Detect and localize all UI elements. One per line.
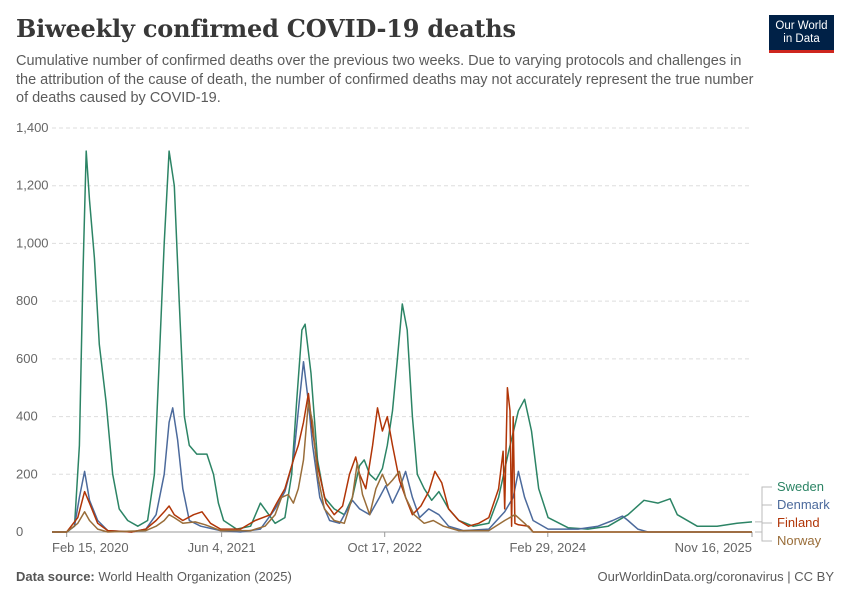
data-source: Data source: World Health Organization (… (16, 569, 292, 584)
logo-line-2: in Data (783, 32, 820, 45)
legend-connector (755, 504, 772, 533)
legend-label-norway[interactable]: Norway (777, 533, 822, 548)
y-tick-label: 200 (16, 466, 38, 481)
series-line-denmark[interactable] (52, 360, 752, 533)
legend: Sweden Denmark Finland Norway (755, 479, 830, 548)
y-tick-label: 1,400 (16, 120, 49, 135)
y-axis-ticks: 0 200 400 600 800 1,000 1,200 1,400 (16, 120, 49, 539)
legend-connector (755, 522, 772, 533)
logo-line-1: Our World (775, 20, 828, 32)
legend-label-finland[interactable]: Finland (777, 515, 820, 530)
owid-logo[interactable]: Our World in Data (769, 15, 834, 53)
legend-label-denmark[interactable]: Denmark (777, 497, 830, 512)
legend-connector (755, 486, 772, 523)
series-line-sweden[interactable] (52, 150, 753, 533)
grid-lines (52, 127, 752, 533)
y-tick-label: 1,000 (16, 235, 49, 250)
series-line-finland[interactable] (52, 386, 752, 533)
y-tick-label: 1,200 (16, 178, 49, 193)
y-tick-label: 0 (16, 524, 23, 539)
chart-title: Biweekly confirmed COVID-19 deaths (16, 14, 516, 43)
legend-label-sweden[interactable]: Sweden (777, 479, 824, 494)
y-tick-label: 800 (16, 293, 38, 308)
series-line-norway[interactable] (52, 401, 752, 533)
x-axis: Feb 15, 2020 Jun 4, 2021 Oct 17, 2022 Feb 2… (52, 532, 753, 555)
y-tick-label: 400 (16, 409, 38, 424)
chart-subtitle: Cumulative number of confirmed deaths ov… (16, 53, 754, 106)
x-tick-label: Jun 4, 2021 (188, 540, 256, 555)
footer-credit[interactable]: OurWorldinData.org/coronavirus | CC BY (597, 569, 834, 584)
x-tick-label: Feb 15, 2020 (52, 540, 129, 555)
x-tick-label: Feb 29, 2024 (509, 540, 586, 555)
x-tick-label: Nov 16, 2025 (675, 540, 752, 555)
source-text[interactable]: World Health Organization (2025) (98, 569, 292, 584)
x-tick-label: Oct 17, 2022 (347, 540, 421, 555)
series-lines (52, 150, 753, 533)
y-tick-label: 600 (16, 351, 38, 366)
source-label: Data source: (16, 569, 95, 584)
legend-connector (755, 531, 772, 542)
